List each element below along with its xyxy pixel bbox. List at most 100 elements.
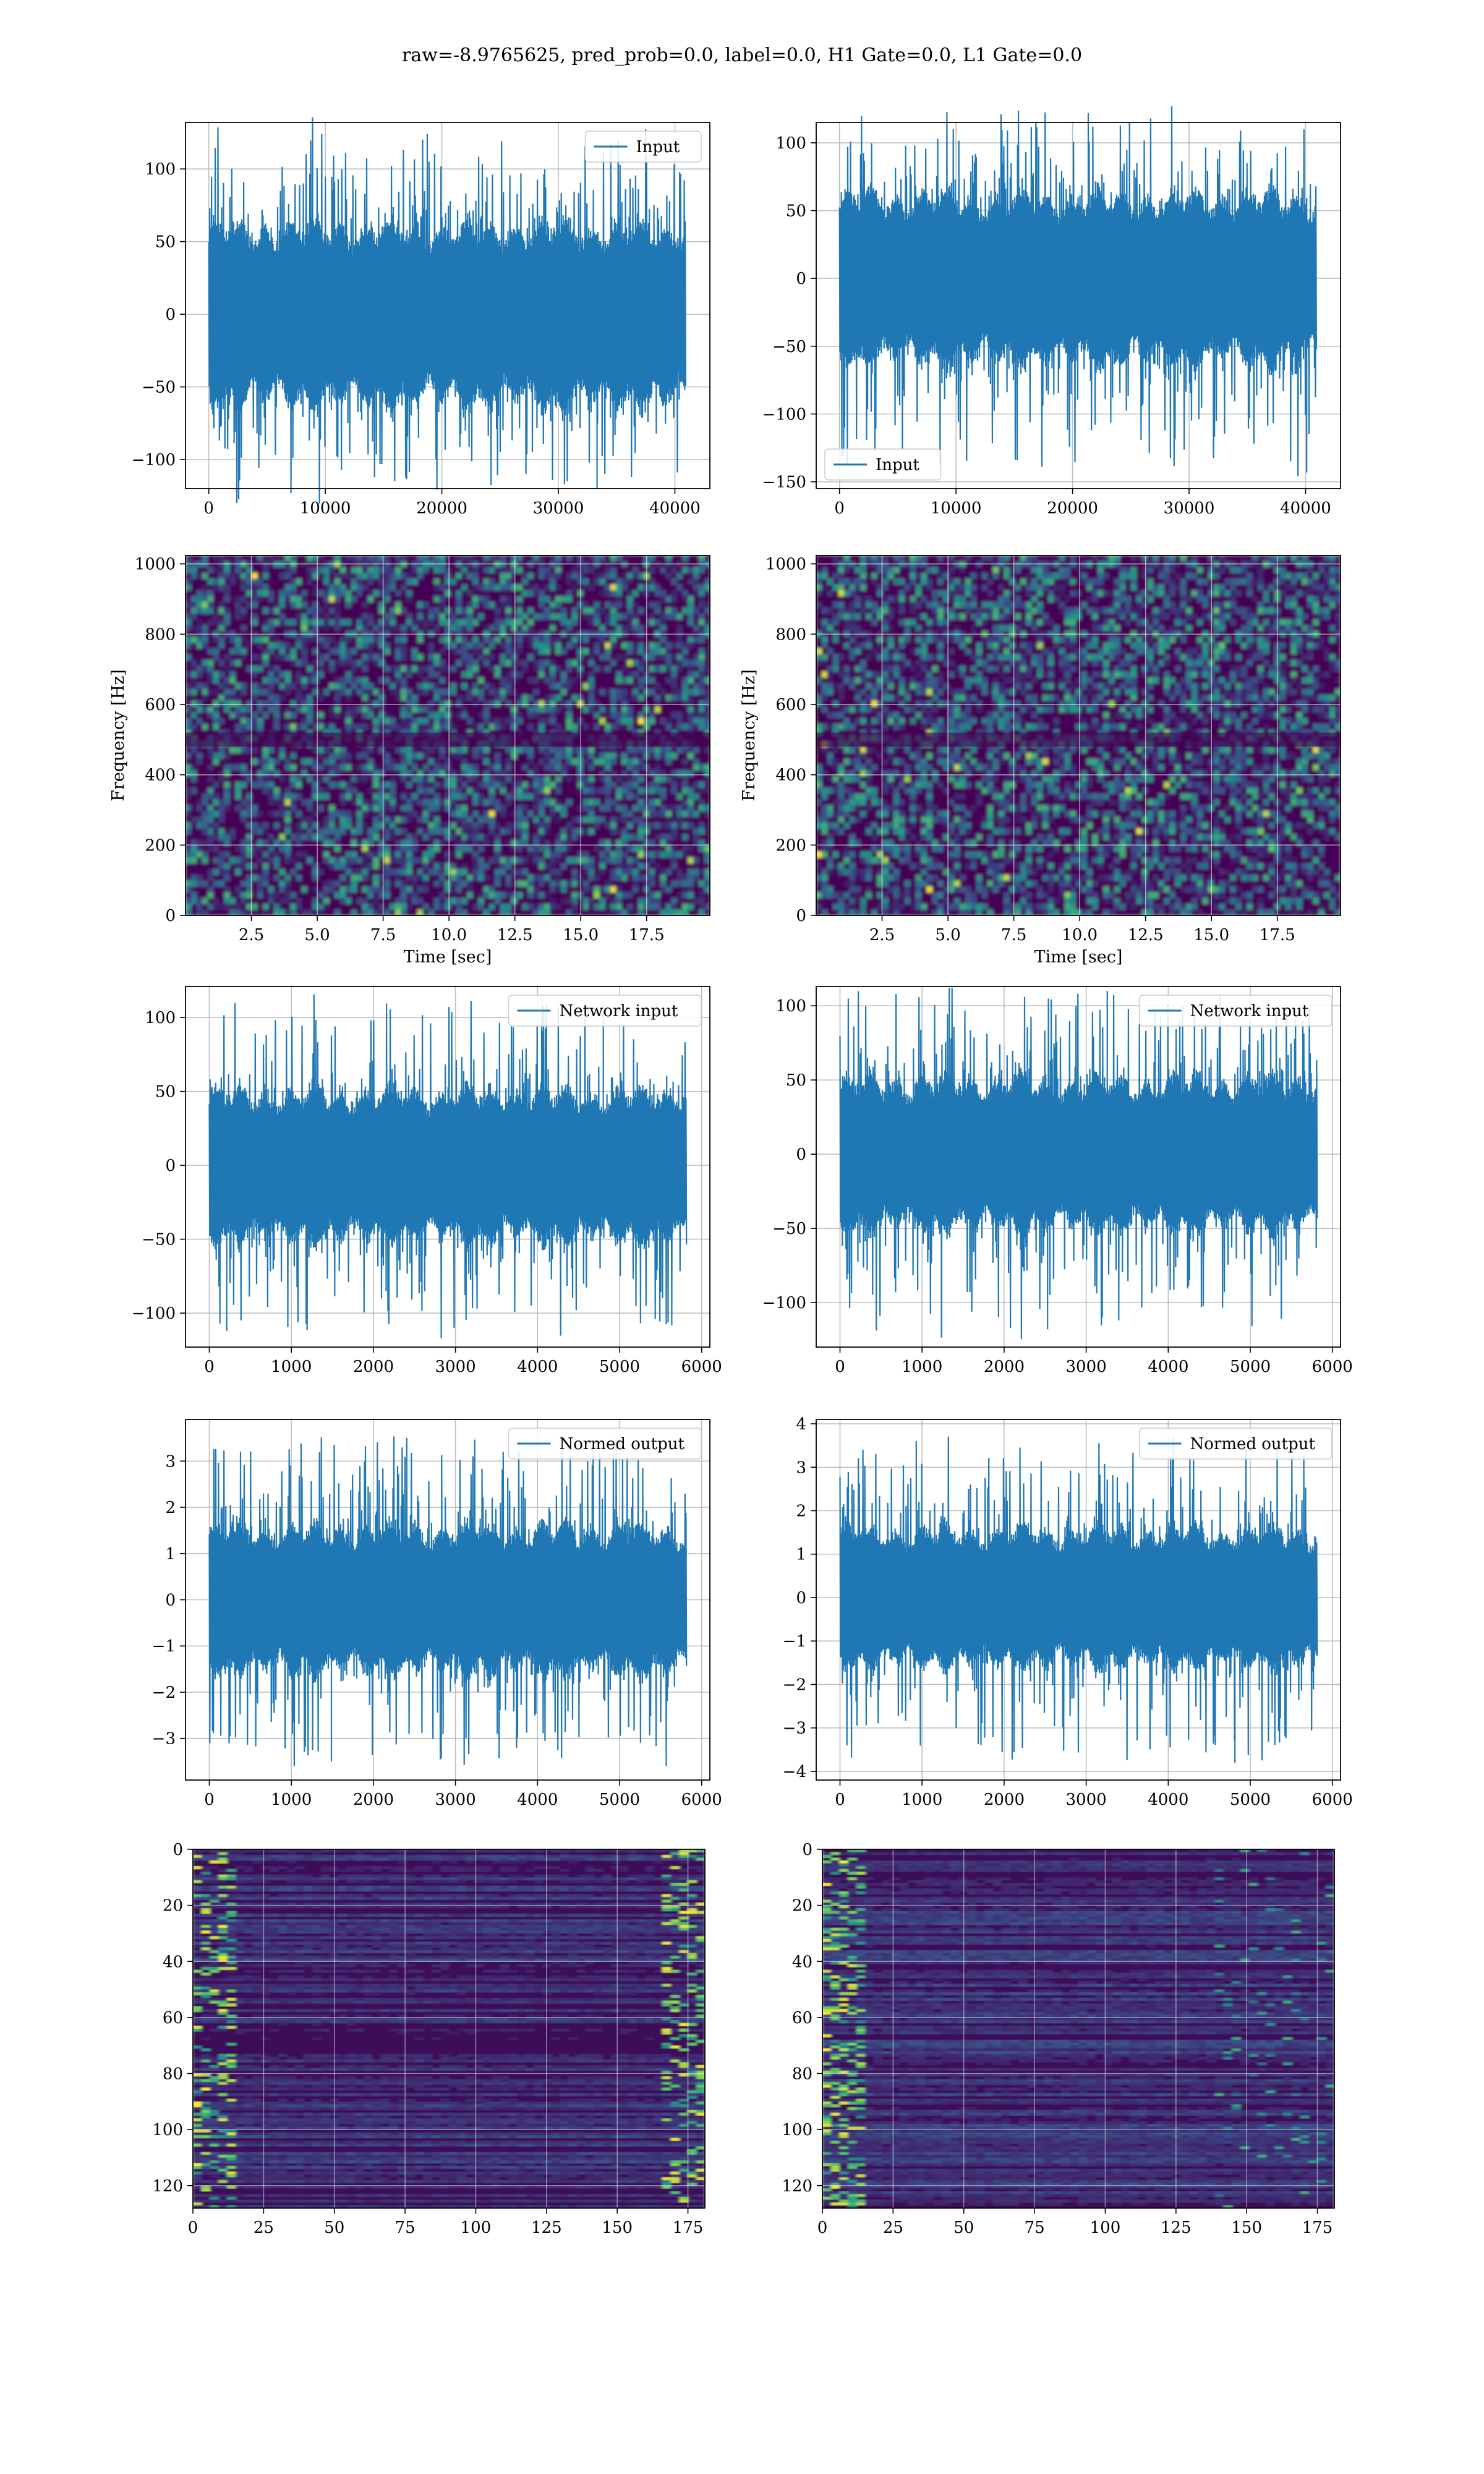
heatmap-cell <box>218 816 224 823</box>
heatmap-cell <box>406 573 412 580</box>
heatmap-cell <box>345 753 352 760</box>
heatmap-cell <box>832 851 839 858</box>
heatmap-cell <box>843 880 850 887</box>
heatmap-cell <box>323 904 330 910</box>
heatmap-cell <box>1070 613 1076 620</box>
heatmap-cell <box>976 904 983 910</box>
heatmap-cell <box>610 700 616 707</box>
heatmap-cell <box>926 753 932 760</box>
legend-label: Input <box>876 456 919 474</box>
heatmap-cell <box>378 700 385 707</box>
heatmap-cell <box>318 717 324 724</box>
heatmap-cell <box>494 567 501 573</box>
heatmap-cell <box>494 782 501 788</box>
heatmap-cell <box>654 642 661 649</box>
heatmap-cell <box>1015 666 1021 672</box>
heatmap-cell <box>992 886 999 892</box>
heatmap-cell <box>213 636 219 643</box>
heatmap-cell <box>1009 805 1015 811</box>
heatmap-cell <box>855 753 861 760</box>
heatmap-cell <box>566 712 573 719</box>
heatmap-cell <box>445 904 451 910</box>
heatmap-cell <box>965 717 971 724</box>
heatmap-cell <box>516 636 522 643</box>
heatmap-cell <box>539 724 545 730</box>
heatmap-cell <box>224 695 230 701</box>
heatmap-cell <box>186 828 192 835</box>
heatmap-cell <box>467 666 473 672</box>
heatmap-cell <box>1026 578 1032 585</box>
heatmap-cell <box>981 816 988 823</box>
heatmap-cell <box>926 811 932 817</box>
heatmap-cell <box>616 677 622 683</box>
heatmap-cell <box>362 688 368 695</box>
heatmap-cell <box>566 636 573 643</box>
heatmap-cell <box>335 909 341 916</box>
heatmap-cell <box>693 578 699 585</box>
heatmap-cell <box>401 758 407 765</box>
heatmap-cell <box>196 851 203 858</box>
heatmap-cell <box>218 619 224 626</box>
heatmap-cell <box>915 764 922 771</box>
heatmap-cell <box>367 770 373 777</box>
heatmap-cell <box>965 706 971 713</box>
heatmap-cell <box>207 660 214 666</box>
heatmap-cell <box>296 822 302 829</box>
heatmap-cell <box>877 880 883 887</box>
heatmap-cell <box>461 897 467 904</box>
heatmap-cell <box>218 753 224 760</box>
heatmap-cell <box>505 822 512 829</box>
heatmap-cell <box>373 724 379 730</box>
heatmap-cell <box>511 868 518 875</box>
heatmap-cell <box>1047 596 1054 602</box>
heatmap-cell <box>937 573 944 580</box>
heatmap-cell <box>472 660 479 666</box>
heatmap-cell <box>849 584 855 591</box>
heatmap-cell <box>422 747 429 753</box>
heatmap-cell <box>218 868 224 875</box>
heatmap-cell <box>511 822 518 829</box>
heatmap-cell <box>1009 845 1015 852</box>
heatmap-cell <box>362 712 368 719</box>
heatmap-cell <box>877 904 883 910</box>
heatmap-cell <box>246 886 252 892</box>
heatmap-cell <box>921 880 927 887</box>
heatmap-cell <box>362 822 368 829</box>
heatmap-cell <box>207 677 214 683</box>
heatmap-cell <box>246 666 252 672</box>
heatmap-cell <box>268 764 275 771</box>
heatmap-cell <box>871 706 877 713</box>
heatmap-cell <box>688 613 694 620</box>
heatmap-cell <box>660 776 667 782</box>
heatmap-cell <box>378 619 385 626</box>
heatmap-cell <box>555 642 561 649</box>
heatmap-cell <box>921 845 927 852</box>
heatmap-cell <box>190 573 197 580</box>
heatmap-cell <box>638 851 644 858</box>
heatmap-cell <box>339 747 346 753</box>
heatmap-cell <box>539 892 545 899</box>
heatmap-cell <box>494 555 501 562</box>
heatmap-cell <box>500 677 506 683</box>
heatmap-cell <box>1020 706 1026 713</box>
heatmap-cell <box>246 770 252 777</box>
heatmap-cell <box>296 671 302 678</box>
heatmap-cell <box>904 880 911 887</box>
heatmap-cell <box>915 602 922 608</box>
heatmap-cell <box>555 613 561 620</box>
heatmap-cell <box>445 793 451 800</box>
heatmap-cell <box>704 712 710 719</box>
heatmap-cell <box>456 695 462 701</box>
heatmap-cell <box>949 828 955 835</box>
heatmap-cell <box>329 805 335 811</box>
heatmap-cell <box>539 799 545 806</box>
heatmap-cell <box>213 677 219 683</box>
heatmap-cell <box>345 892 352 899</box>
heatmap-cell <box>500 724 506 730</box>
heatmap-cell <box>384 584 390 591</box>
heatmap-cell <box>1059 875 1065 881</box>
heatmap-cell <box>362 706 368 713</box>
heatmap-cell <box>401 863 407 870</box>
heatmap-cell <box>949 776 955 782</box>
heatmap-cell <box>246 776 252 782</box>
